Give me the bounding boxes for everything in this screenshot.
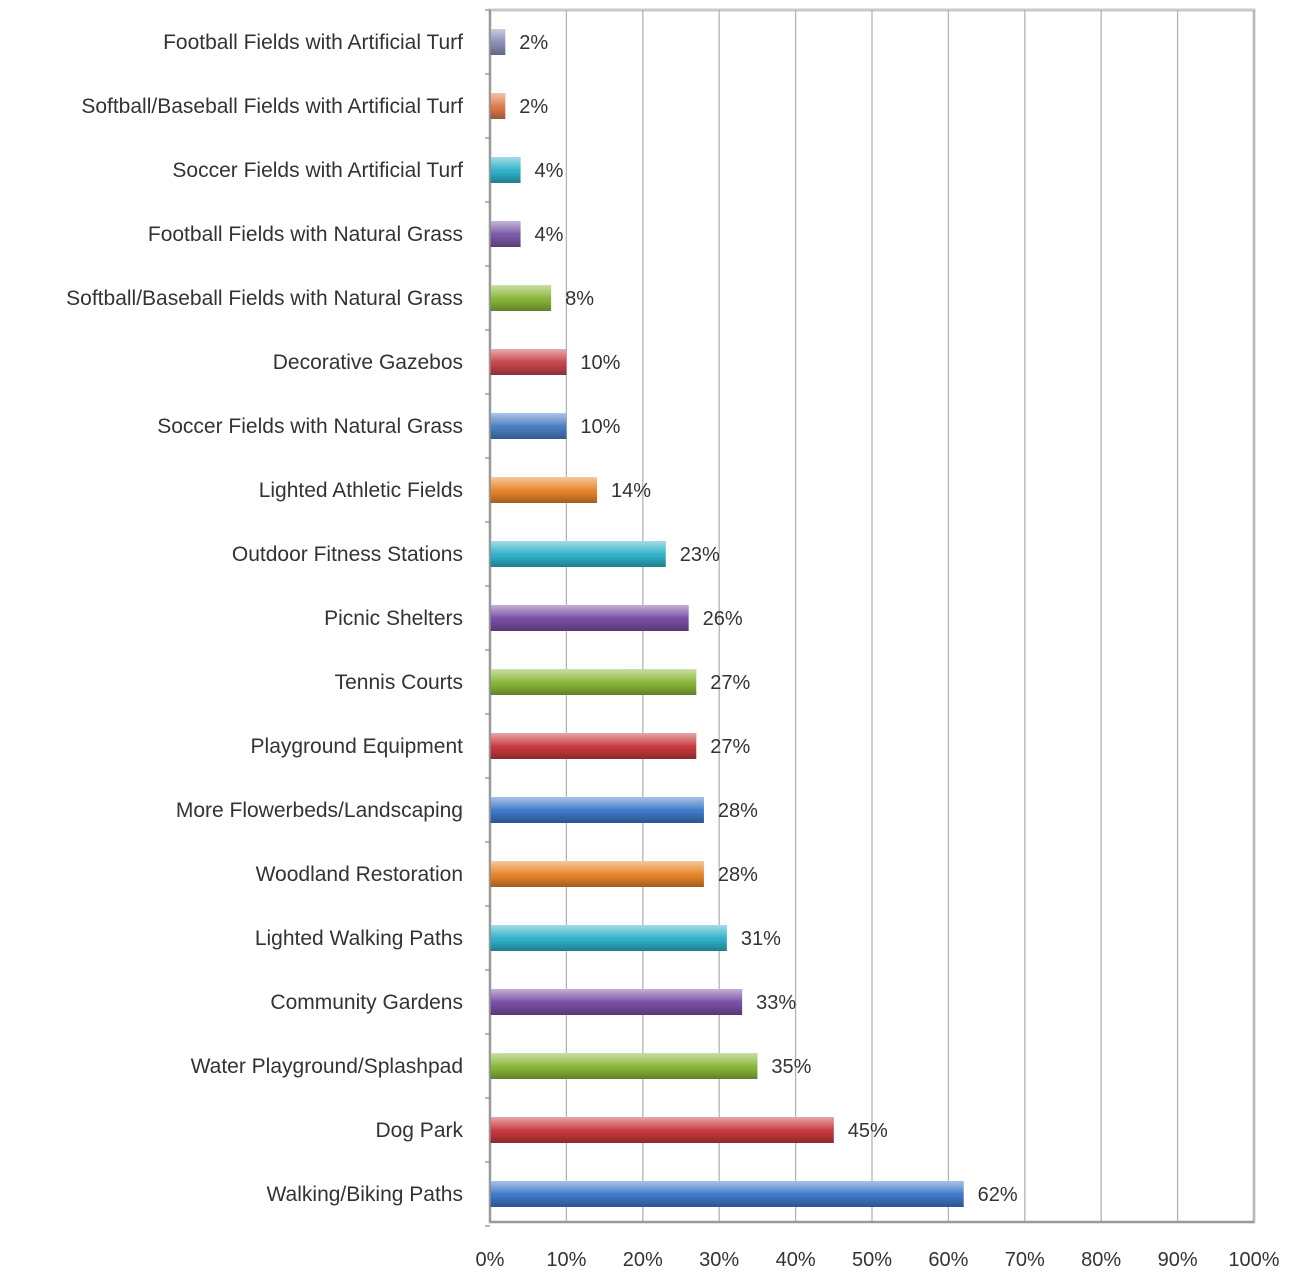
data-label: 8% — [565, 288, 594, 310]
x-tick-label: 20% — [623, 1249, 663, 1271]
x-tick-label: 30% — [699, 1249, 739, 1271]
data-label: 62% — [978, 1184, 1018, 1206]
bar-highlight — [490, 733, 697, 759]
bar-highlight — [490, 925, 727, 951]
category-label: Dog Park — [375, 1119, 463, 1142]
bar-highlight — [490, 861, 704, 887]
x-tick-label: 60% — [928, 1249, 968, 1271]
x-tick-label: 0% — [476, 1249, 505, 1271]
category-label: Soccer Fields with Natural Grass — [157, 415, 463, 438]
bar-highlight — [490, 29, 506, 55]
gridlines — [565, 10, 1255, 1222]
labels: Football Fields with Artificial Turf 2% So… — [66, 31, 1018, 1206]
x-tick-label: 10% — [546, 1249, 586, 1271]
bar-highlight — [490, 413, 567, 439]
data-label: 14% — [611, 480, 651, 502]
bar-highlight — [490, 605, 689, 631]
data-label: 10% — [580, 352, 620, 374]
bar-highlight — [490, 221, 521, 247]
category-label: Water Playground/Splashpad — [191, 1055, 463, 1078]
bar-highlight — [490, 1117, 834, 1143]
category-label: Football Fields with Artificial Turf — [163, 31, 463, 54]
category-label: Walking/Biking Paths — [267, 1183, 463, 1206]
data-label: 45% — [848, 1120, 888, 1142]
x-tick-label: 90% — [1158, 1249, 1198, 1271]
category-label: Outdoor Fitness Stations — [232, 543, 463, 566]
x-tick-label: 70% — [1005, 1249, 1045, 1271]
data-label: 4% — [535, 224, 564, 246]
bar-highlight — [490, 541, 666, 567]
category-label: Lighted Athletic Fields — [259, 479, 463, 502]
category-label: Lighted Walking Paths — [255, 927, 463, 950]
data-label: 31% — [741, 928, 781, 950]
x-tick-label: 80% — [1081, 1249, 1121, 1271]
data-label: 27% — [710, 736, 750, 758]
category-label: Decorative Gazebos — [273, 351, 463, 374]
data-label: 28% — [718, 864, 758, 886]
data-label: 2% — [519, 32, 548, 54]
category-label: Football Fields with Natural Grass — [148, 223, 463, 246]
category-label: Woodland Restoration — [256, 863, 463, 886]
bar-highlight — [490, 349, 567, 375]
data-label: 2% — [519, 96, 548, 118]
category-label: Community Gardens — [270, 991, 463, 1014]
bars — [490, 29, 964, 1207]
category-label: Tennis Courts — [335, 671, 463, 694]
bar-highlight — [490, 1053, 758, 1079]
x-tick-label: 40% — [776, 1249, 816, 1271]
bar-highlight — [490, 989, 743, 1015]
bar-highlight — [490, 477, 597, 503]
data-label: 28% — [718, 800, 758, 822]
bar-highlight — [490, 1181, 964, 1207]
x-tick-label: 100% — [1228, 1249, 1279, 1271]
data-label: 4% — [535, 160, 564, 182]
bar-highlight — [490, 93, 506, 119]
category-label: Softball/Baseball Fields with Artificial… — [81, 95, 463, 118]
data-label: 10% — [580, 416, 620, 438]
x-tick-label: 50% — [852, 1249, 892, 1271]
category-label: Softball/Baseball Fields with Natural Gr… — [66, 287, 463, 310]
data-label: 35% — [771, 1056, 811, 1078]
data-label: 23% — [680, 544, 720, 566]
bar-highlight — [490, 285, 552, 311]
data-label: 27% — [710, 672, 750, 694]
category-label: Soccer Fields with Artificial Turf — [172, 159, 463, 182]
category-label: More Flowerbeds/Landscaping — [176, 799, 463, 822]
data-label: 26% — [703, 608, 743, 630]
axes: 0% 10% 20% 30% 40% 50% 60% 70% 80% 90% 100% — [476, 9, 1280, 1271]
bar-highlight — [490, 797, 704, 823]
bar-highlight — [490, 669, 697, 695]
bar-highlight — [490, 157, 521, 183]
data-label: 33% — [756, 992, 796, 1014]
category-label: Picnic Shelters — [324, 607, 463, 630]
category-label: Playground Equipment — [251, 735, 464, 758]
